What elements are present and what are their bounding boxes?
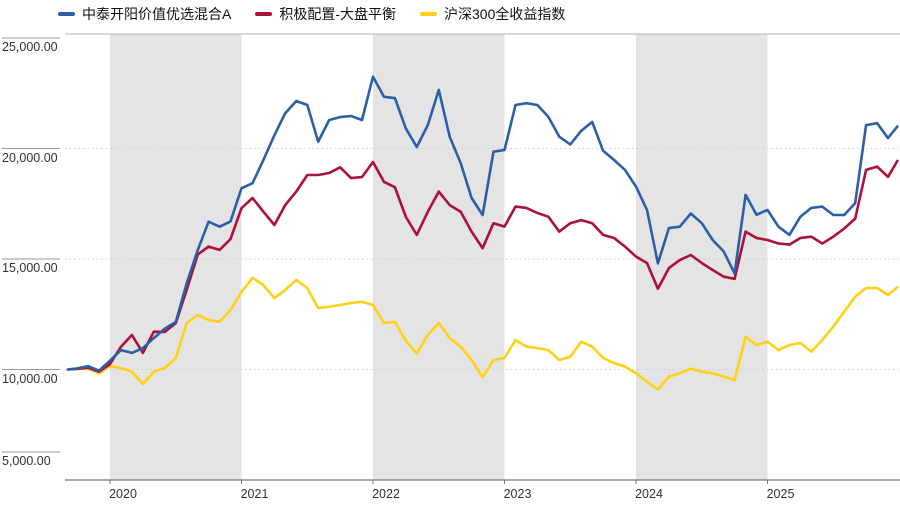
legend-dash-yellow-icon [420, 12, 438, 16]
series-line-1 [66, 159, 899, 374]
legend: 中泰开阳价值优选混合A 积极配置-大盘平衡 沪深300全收益指数 [58, 4, 565, 24]
series-line-0 [66, 75, 899, 372]
legend-label-benchmark: 积极配置-大盘平衡 [279, 6, 397, 22]
legend-item-fund[interactable]: 中泰开阳价值优选混合A [58, 4, 231, 24]
legend-label-index: 沪深300全收益指数 [444, 6, 566, 22]
year-band-2020 [110, 34, 242, 480]
legend-label-fund: 中泰开阳价值优选混合A [82, 6, 232, 22]
legend-dash-blue-icon [58, 12, 75, 16]
legend-item-benchmark[interactable]: 积极配置-大盘平衡 [255, 4, 396, 24]
series-line-2 [66, 276, 899, 391]
legend-item-index[interactable]: 沪深300全收益指数 [420, 4, 565, 24]
legend-dash-crimson-icon [255, 12, 273, 16]
year-band-2022 [373, 34, 505, 480]
